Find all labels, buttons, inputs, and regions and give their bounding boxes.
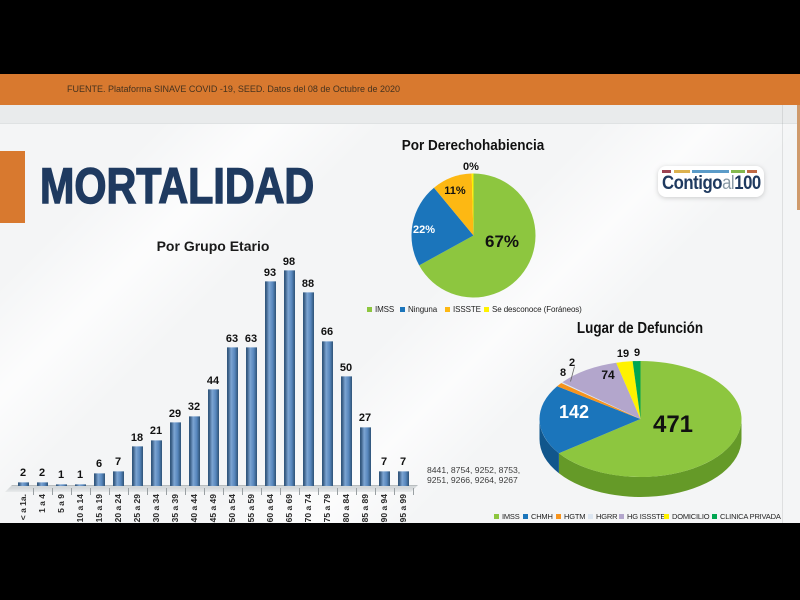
svg-text:22%: 22% [413, 224, 435, 236]
svg-text:9: 9 [634, 347, 640, 359]
svg-text:0%: 0% [463, 161, 479, 173]
svg-text:11%: 11% [444, 185, 466, 197]
svg-text:19: 19 [617, 348, 629, 360]
svg-text:8: 8 [560, 367, 566, 379]
svg-text:74: 74 [601, 368, 615, 382]
svg-text:471: 471 [653, 411, 693, 438]
svg-text:142: 142 [559, 402, 589, 422]
svg-text:67%: 67% [485, 232, 519, 251]
svg-text:2: 2 [569, 357, 575, 369]
